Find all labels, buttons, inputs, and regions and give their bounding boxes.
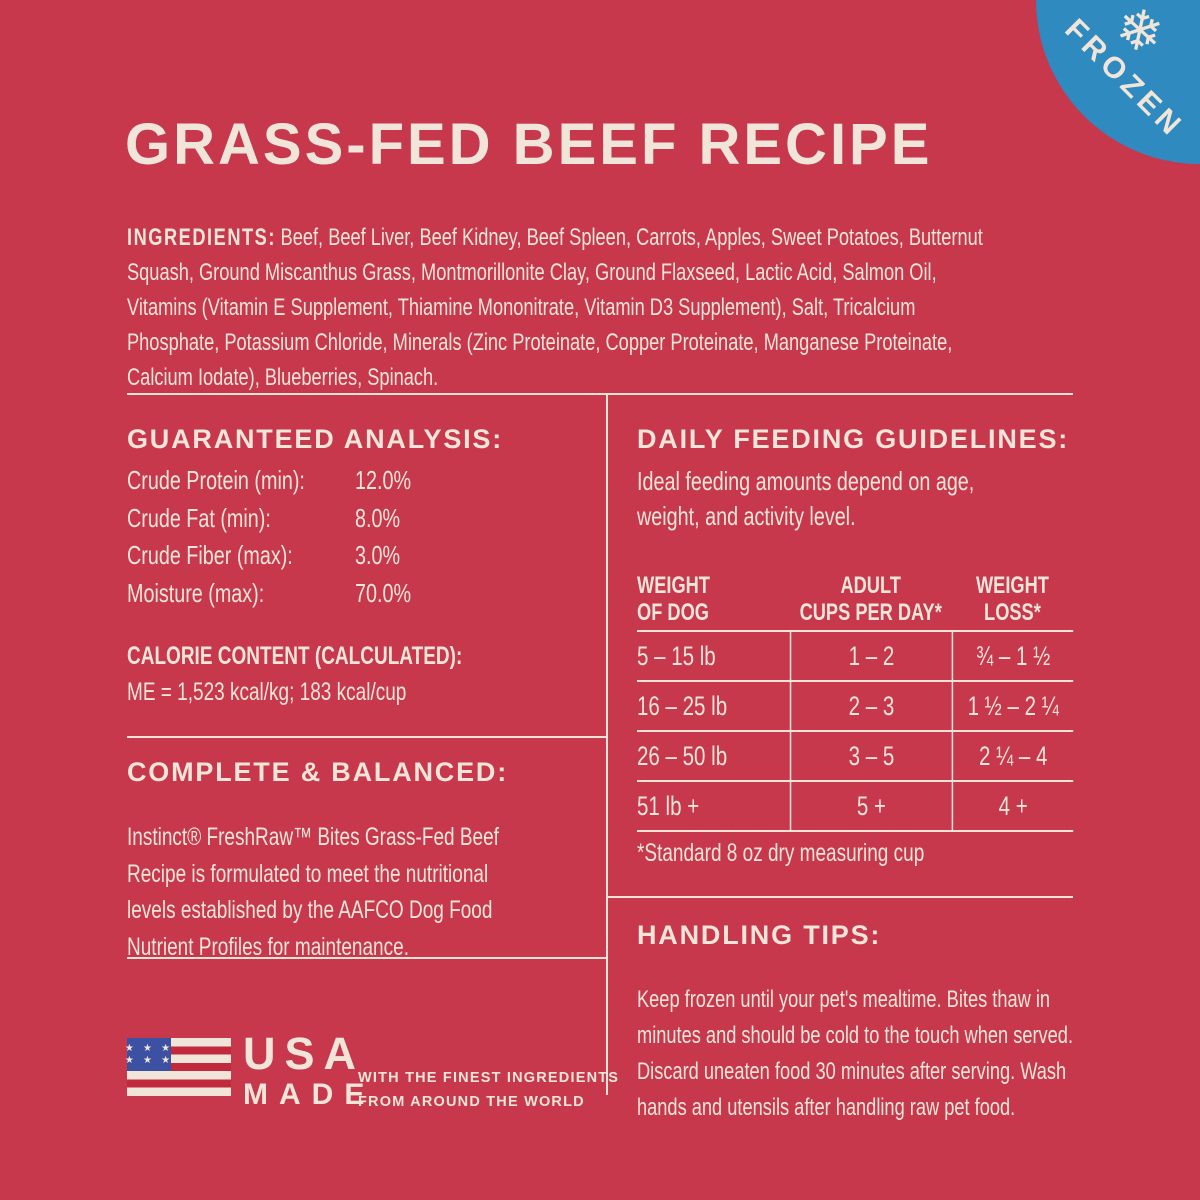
flag-stars: ★ ★ ★: [124, 1054, 174, 1066]
right-divider-1: [606, 896, 1073, 898]
guaranteed-analysis-rows: Crude Protein (min): 12.0% Crude Fat (mi…: [127, 462, 568, 612]
analysis-value: 12.0%: [355, 465, 412, 496]
analysis-value: 70.0%: [355, 577, 412, 608]
usa-made-tagline-line2: FROM AROUND THE WORLD: [358, 1094, 585, 1110]
usa-made-tagline: WITH THE FINEST INGREDIENTS FROM AROUND …: [358, 1066, 619, 1114]
complete-balanced-text: Instinct® FreshRaw™ Bites Grass-Fed Beef…: [127, 823, 499, 961]
column-header-adult-cups: ADULT CUPS PER DAY*: [799, 572, 942, 626]
analysis-label: Moisture (max):: [127, 577, 265, 608]
column-header-weight-loss: WEIGHT LOSS*: [975, 572, 1049, 626]
ingredients-text: Beef, Beef Liver, Beef Kidney, Beef Sple…: [127, 224, 983, 391]
left-divider-2: [127, 957, 606, 959]
flag-stars: ★ ★ ★: [124, 1042, 174, 1054]
analysis-label: Crude Fiber (max):: [127, 540, 293, 571]
handling-tips-heading: HANDLING TIPS:: [637, 920, 882, 950]
cell-weight-loss: 1 ½ – 2 ¼: [951, 682, 1074, 730]
feeding-table-header: WEIGHT OF DOG ADULT CUPS PER DAY* WEIGHT…: [637, 544, 1074, 632]
analysis-row: Crude Fiber (max): 3.0%: [127, 537, 568, 575]
top-divider: [127, 393, 1073, 395]
cell-adult-cups: 1 – 2: [789, 632, 952, 680]
measuring-cup-footnote: *Standard 8 oz dry measuring cup: [637, 839, 925, 867]
feeding-guidelines-intro: Ideal feeding amounts depend on age, wei…: [637, 464, 1093, 534]
table-row: 26 – 50 lb 3 – 5 2 ¼ – 4: [637, 732, 1074, 782]
cell-adult-cups: 5 +: [789, 782, 952, 830]
feeding-table: WEIGHT OF DOG ADULT CUPS PER DAY* WEIGHT…: [637, 544, 1074, 832]
cell-weight-loss: ¾ – 1 ½: [951, 632, 1074, 680]
flag-canton: ★ ★ ★ ★ ★ ★: [124, 1038, 174, 1072]
cell-weight: 26 – 50 lb: [637, 740, 728, 771]
usa-made-tagline-line1: WITH THE FINEST INGREDIENTS: [358, 1070, 620, 1086]
handling-tips-text: Keep frozen until your pet's mealtime. B…: [637, 986, 1074, 1121]
analysis-value: 8.0%: [355, 502, 401, 533]
frozen-badge: ❄ FROZEN: [1036, 0, 1200, 164]
analysis-label: Crude Fat (min):: [127, 502, 271, 533]
calorie-content-heading: CALORIE CONTENT (CALCULATED):: [127, 642, 463, 670]
cell-weight: 16 – 25 lb: [637, 690, 728, 721]
analysis-value: 3.0%: [355, 540, 401, 571]
cell-adult-cups: 2 – 3: [789, 682, 952, 730]
cell-weight: 5 – 15 lb: [637, 640, 716, 671]
analysis-row: Moisture (max): 70.0%: [127, 575, 568, 613]
analysis-label: Crude Protein (min):: [127, 465, 305, 496]
table-row: 16 – 25 lb 2 – 3 1 ½ – 2 ¼: [637, 682, 1074, 732]
column-divider: [606, 393, 608, 1095]
page-title: GRASS-FED BEEF RECIPE: [125, 112, 933, 177]
analysis-row: Crude Protein (min): 12.0%: [127, 462, 568, 500]
calorie-content-value: ME = 1,523 kcal/kg; 183 kcal/cup: [127, 678, 407, 706]
complete-balanced-heading: COMPLETE & BALANCED:: [127, 757, 508, 787]
column-header-weight-of-dog: WEIGHT OF DOG: [637, 572, 710, 626]
usa-flag-icon: ★ ★ ★ ★ ★ ★: [124, 1038, 231, 1096]
feeding-intro-line2: weight, and activity level.: [637, 501, 856, 531]
usa-made-word-made: MADE: [243, 1078, 376, 1111]
guaranteed-analysis-heading: GUARANTEED ANALYSIS:: [127, 424, 504, 454]
feeding-guidelines-heading: DAILY FEEDING GUIDELINES:: [637, 424, 1070, 454]
table-row: 5 – 15 lb 1 – 2 ¾ – 1 ½: [637, 632, 1074, 682]
analysis-row: Crude Fat (min): 8.0%: [127, 500, 568, 538]
table-row: 51 lb + 5 + 4 +: [637, 782, 1074, 832]
cell-weight: 51 lb +: [637, 790, 700, 821]
cell-adult-cups: 3 – 5: [789, 732, 952, 780]
usa-made-word-usa: USA: [243, 1028, 366, 1079]
ingredients-paragraph: INGREDIENTS: Beef, Beef Liver, Beef Kidne…: [127, 220, 1009, 395]
cell-weight-loss: 4 +: [951, 782, 1074, 830]
cell-weight-loss: 2 ¼ – 4: [951, 732, 1074, 780]
ingredients-label: INGREDIENTS:: [127, 224, 276, 251]
left-divider-1: [127, 736, 606, 738]
feeding-intro-line1: Ideal feeding amounts depend on age,: [637, 466, 975, 496]
calorie-content: CALORIE CONTENT (CALCULATED): ME = 1,523…: [127, 638, 568, 710]
